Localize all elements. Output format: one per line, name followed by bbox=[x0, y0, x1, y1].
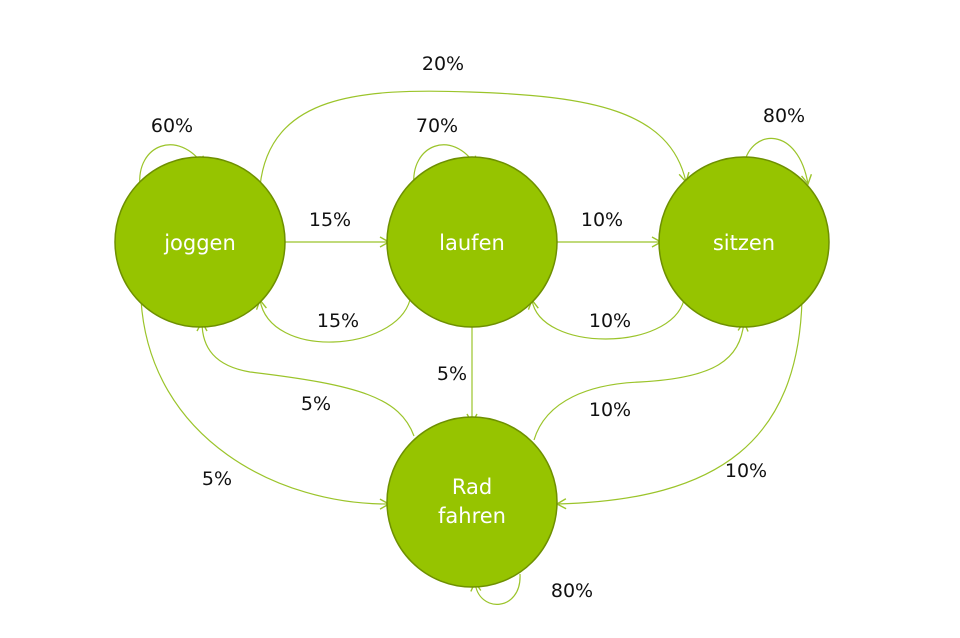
transition-labels: 60% 70% 80% 80% 20% 15% 15% 10% 10% 5% 5… bbox=[151, 53, 805, 602]
node-laufen-label: laufen bbox=[439, 231, 505, 255]
edge-joggen-rad bbox=[140, 299, 391, 510]
label-laufen-rad: 5% bbox=[437, 363, 467, 385]
node-laufen: laufen bbox=[386, 156, 558, 328]
node-joggen: joggen bbox=[114, 156, 286, 328]
label-joggen-self: 60% bbox=[151, 115, 193, 137]
node-rad-fahren: Rad fahren bbox=[386, 416, 558, 588]
edge-sitzen-self bbox=[743, 137, 813, 186]
label-joggen-laufen: 15% bbox=[309, 209, 351, 231]
label-laufen-sitzen: 10% bbox=[581, 209, 623, 231]
node-joggen-label: joggen bbox=[163, 231, 236, 255]
edge-rad-sitzen bbox=[533, 320, 749, 441]
transition-edges bbox=[139, 90, 813, 605]
label-sitzen-laufen: 10% bbox=[589, 310, 631, 332]
edge-joggen-sitzen bbox=[259, 90, 690, 187]
label-laufen-self: 70% bbox=[416, 115, 458, 137]
node-rad-label-line1: Rad bbox=[452, 475, 492, 499]
node-sitzen-label: sitzen bbox=[713, 231, 775, 255]
edge-sitzen-rad bbox=[555, 299, 803, 510]
edge-laufen-joggen bbox=[255, 298, 411, 343]
label-laufen-joggen: 15% bbox=[317, 310, 359, 332]
label-joggen-sitzen: 20% bbox=[422, 53, 464, 75]
node-rad-label-line2: fahren bbox=[438, 504, 506, 528]
state-nodes: joggen laufen sitzen Rad fahren bbox=[114, 156, 830, 588]
edge-sitzen-laufen bbox=[527, 298, 685, 340]
edge-laufen-self bbox=[413, 144, 477, 187]
label-sitzen-self: 80% bbox=[763, 105, 805, 127]
edge-joggen-self bbox=[139, 144, 205, 187]
label-rad-self: 80% bbox=[551, 580, 593, 602]
label-joggen-rad: 5% bbox=[202, 468, 232, 490]
edge-rad-joggen bbox=[196, 320, 415, 437]
label-sitzen-rad: 10% bbox=[725, 460, 767, 482]
node-sitzen: sitzen bbox=[658, 156, 830, 328]
label-rad-joggen: 5% bbox=[301, 393, 331, 415]
edge-rad-self bbox=[470, 573, 521, 605]
label-rad-sitzen: 10% bbox=[589, 399, 631, 421]
